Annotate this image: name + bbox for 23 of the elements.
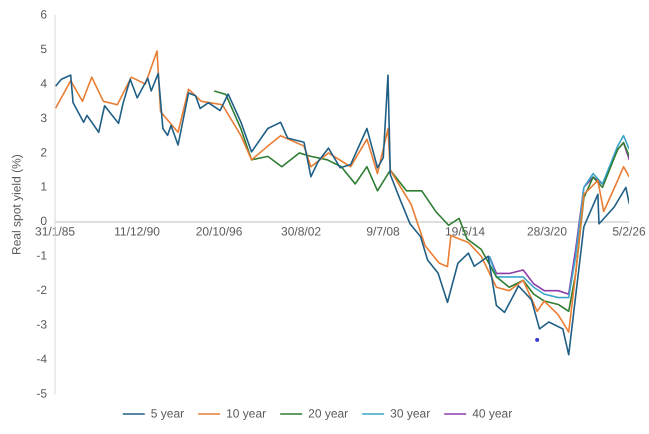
legend-label: 20 year <box>308 406 348 420</box>
y-tick-label: 6 <box>40 8 48 22</box>
y-tick-label: 4 <box>40 76 48 90</box>
y-tick-label: -3 <box>36 317 48 332</box>
x-tick-label: 5/2/26 <box>612 224 646 238</box>
x-tick-label: 11/12/90 <box>114 224 160 238</box>
y-tick-label: -2 <box>36 283 48 298</box>
y-tick-label: 1 <box>40 180 48 194</box>
y-tick-label: -5 <box>36 386 48 400</box>
x-tick-label: 30/8/02 <box>281 224 322 238</box>
y-tick-label: 5 <box>40 42 48 56</box>
y-tick-label: 3 <box>40 110 48 125</box>
legend-label: 5 year <box>150 406 184 420</box>
y-tick-label: 2 <box>40 145 48 160</box>
x-tick-label: 20/10/96 <box>196 224 243 238</box>
x-tick-label: 28/3/20 <box>526 224 568 238</box>
y-axis-title: Real spot yield (%) <box>10 154 24 255</box>
y-tick-label: -4 <box>36 352 48 366</box>
y-tick-label: -1 <box>36 248 48 263</box>
legend-label: 10 year <box>226 406 266 420</box>
legend-label: 40 year <box>472 406 512 420</box>
legend-label: 30 year <box>390 406 430 420</box>
x-tick-label: 9/7/08 <box>366 224 400 238</box>
